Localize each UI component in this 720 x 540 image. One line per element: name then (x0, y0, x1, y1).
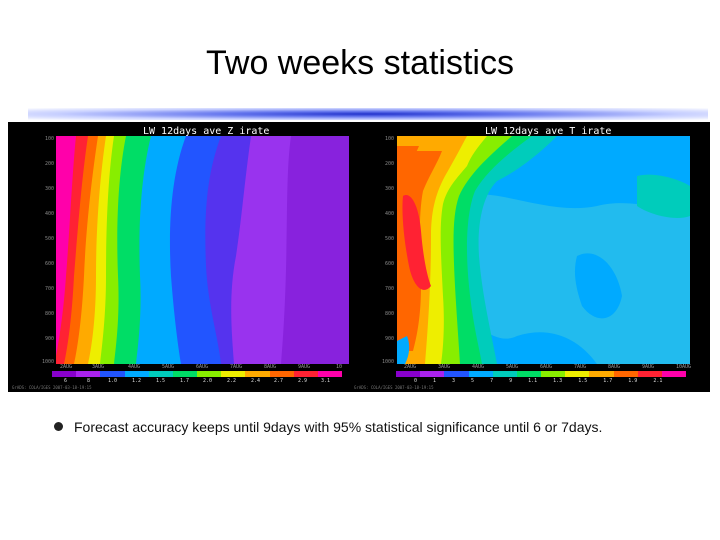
left-xtick: 4AUG (128, 364, 141, 370)
right-colorbar-labels: 0 1 3 5 7 9 1.1 1.3 1.5 1.7 1.9 2.1 (396, 378, 686, 384)
colorbar-swatch (100, 371, 125, 377)
bullet-item: Forecast accuracy keeps until 9days with… (54, 418, 674, 436)
left-ytick: 700 (44, 286, 54, 292)
left-ytick: 400 (44, 211, 54, 217)
right-ytick: 700 (384, 286, 394, 292)
right-xtick: 4AUG (472, 364, 485, 370)
colorbar-swatch (396, 371, 421, 377)
contour-figure: LW_12days_ave Z irate 100 200 300 400 50… (8, 122, 710, 392)
colorbar-swatch (245, 371, 270, 377)
left-colorbar-label: 2.7 (274, 378, 284, 384)
left-ytick: 800 (44, 311, 54, 317)
left-ytick: 200 (44, 161, 54, 167)
colorbar-swatch (637, 371, 662, 377)
left-colorbar-label: 8 (87, 378, 91, 384)
colorbar-swatch (221, 371, 246, 377)
left-ytick: 1000 (41, 359, 54, 365)
left-colorbar-label: 1.0 (108, 378, 118, 384)
left-xtick: 5AUG (162, 364, 175, 370)
colorbar-swatch (293, 371, 318, 377)
colorbar-swatch (613, 371, 638, 377)
colorbar-swatch (565, 371, 590, 377)
bullet-text: Forecast accuracy keeps until 9days with… (74, 419, 603, 435)
colorbar-swatch (444, 371, 469, 377)
left-colorbar-label: 1.7 (180, 378, 190, 384)
left-colorbar (52, 371, 343, 377)
left-footer: GrADS: COLA/IGES 2007-03-18-19:15 (12, 385, 92, 390)
left-ytick: 600 (44, 261, 54, 267)
colorbar-swatch (492, 371, 517, 377)
left-ytick: 300 (44, 186, 54, 192)
right-ytick: 400 (384, 211, 394, 217)
right-contour-plot (397, 136, 690, 364)
left-ytick: 500 (44, 236, 54, 242)
right-footer: GrADS: COLA/IGES 2007-03-18-19:15 (354, 385, 434, 390)
colorbar-swatch (661, 371, 687, 377)
right-ytick: 600 (384, 261, 394, 267)
right-colorbar (396, 371, 687, 377)
left-ytick: 100 (44, 136, 54, 142)
left-xtick: 6AUG (196, 364, 209, 370)
left-colorbar-label: 3.1 (321, 378, 331, 384)
slide-title: Two weeks statistics (206, 44, 514, 82)
left-colorbar-label: 1.5 (156, 378, 166, 384)
colorbar-swatch (468, 371, 493, 377)
left-xtick: 7AUG (230, 364, 243, 370)
colorbar-swatch (589, 371, 614, 377)
right-xtick: 9AUG (642, 364, 655, 370)
colorbar-swatch (317, 371, 343, 377)
left-xtick: 9AUG (298, 364, 311, 370)
left-colorbar-label: 2.2 (227, 378, 237, 384)
right-panel-title: LW_12days_ave T irate (485, 126, 612, 137)
right-xtick: 3AUG (438, 364, 451, 370)
right-xtick: 5AUG (506, 364, 519, 370)
colorbar-swatch (124, 371, 149, 377)
bullet-dot-icon (54, 422, 63, 431)
colorbar-swatch (76, 371, 101, 377)
right-ytick: 800 (384, 311, 394, 317)
right-ytick: 900 (384, 336, 394, 342)
colorbar-swatch (172, 371, 198, 377)
left-xtick: 3AUG (92, 364, 105, 370)
right-xtick: 7AUG (574, 364, 587, 370)
colorbar-swatch (420, 371, 445, 377)
colorbar-swatch (148, 371, 173, 377)
left-panel-title: LW_12days_ave Z irate (143, 126, 270, 137)
colorbar-swatch (541, 371, 566, 377)
right-ytick: 200 (384, 161, 394, 167)
left-colorbar-labels: 6 8 1.0 1.2 1.5 1.7 2.0 2.2 2.4 2.7 2.9 … (52, 378, 342, 384)
title-divider (28, 108, 708, 120)
colorbar-swatch (516, 371, 542, 377)
right-xtick: 10AUG (676, 364, 692, 370)
right-xtick: 2AUG (404, 364, 417, 370)
left-ytick: 900 (44, 336, 54, 342)
left-xtick: 10 (336, 364, 343, 370)
left-colorbar-label: 2.9 (298, 378, 308, 384)
left-colorbar-label: 2.0 (203, 378, 213, 384)
left-colorbar-label: 1.2 (132, 378, 142, 384)
right-ytick: 1000 (381, 359, 394, 365)
colorbar-swatch (269, 371, 294, 377)
right-xtick: 8AUG (608, 364, 621, 370)
right-ytick: 100 (384, 136, 394, 142)
left-colorbar-label: 6 (64, 378, 68, 384)
right-colorbar-label-row: 0 1 3 5 7 9 1.1 1.3 1.5 1.7 1.9 2.1 (414, 378, 663, 384)
right-ytick: 300 (384, 186, 394, 192)
left-colorbar-label: 2.4 (251, 378, 261, 384)
left-xtick: 8AUG (264, 364, 277, 370)
left-contour-plot (56, 136, 349, 364)
right-ytick: 500 (384, 236, 394, 242)
colorbar-swatch (197, 371, 222, 377)
right-xtick: 6AUG (540, 364, 553, 370)
left-xtick: 2AUG (60, 364, 73, 370)
colorbar-swatch (52, 371, 77, 377)
